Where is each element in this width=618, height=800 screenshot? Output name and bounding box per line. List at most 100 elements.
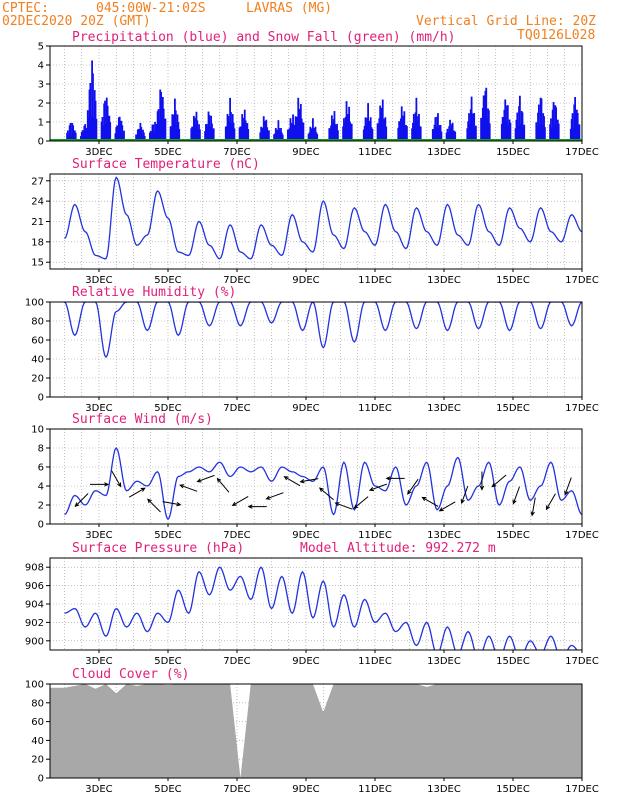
- x-tick-label: 9DEC: [292, 147, 319, 158]
- x-tick-label: 7DEC: [223, 530, 250, 541]
- wind-arrow: [564, 477, 572, 496]
- precip-bar: [571, 113, 574, 141]
- y-tick-label: 0: [38, 520, 44, 531]
- precip-bar: [268, 130, 270, 141]
- pressure-series-line: [64, 566, 578, 650]
- x-tick-label: 17DEC: [565, 147, 599, 158]
- y-tick-label: 27: [31, 176, 44, 187]
- y-tick-label: 60: [31, 717, 44, 728]
- wind-arrow: [318, 487, 334, 501]
- y-tick-label: 908: [25, 563, 44, 574]
- header-model: TQ0126L028: [517, 28, 595, 43]
- precip-bar: [506, 105, 509, 141]
- wind-arrow: [216, 477, 230, 493]
- precip-bar: [552, 102, 555, 141]
- wind-arrow: [334, 502, 353, 510]
- precip-bar: [415, 97, 418, 141]
- y-tick-label: 40: [31, 355, 44, 366]
- temperature-panel: 15 18 21 24 27 3DEC 5DEC 7DEC 9DEC 11DEC 13DEC 15DE…: [31, 173, 599, 286]
- wind-arrow: [128, 487, 146, 498]
- wind-arrow: [530, 497, 536, 517]
- cloud-title: Cloud Cover (%): [72, 667, 189, 682]
- wind-arrow: [421, 496, 439, 507]
- panel-frame: [49, 683, 583, 779]
- precip-bar: [574, 97, 576, 141]
- x-tick-label: 3DEC: [85, 275, 112, 286]
- x-tick-label: 5DEC: [154, 147, 181, 158]
- humidity-series-line: [64, 302, 582, 359]
- wind-arrow: [368, 483, 388, 492]
- x-tick-label: 7DEC: [223, 275, 250, 286]
- precip-bar: [123, 130, 125, 141]
- header-run: 02DEC2020 20Z (GMT): [2, 14, 151, 29]
- wind-arrow: [479, 471, 485, 491]
- x-tick-label: 9DEC: [292, 403, 319, 414]
- x-tick-label: 11DEC: [358, 784, 392, 795]
- x-tick-label: 9DEC: [292, 784, 319, 795]
- header-source: CPTEC:: [2, 1, 49, 16]
- wind-arrow: [265, 492, 284, 500]
- precip-bar: [106, 105, 109, 141]
- x-tick-label: 11DEC: [358, 275, 392, 286]
- precip-title: Precipitation (blue) and Snow Fall (gree…: [72, 30, 456, 45]
- x-tick-label: 5DEC: [154, 784, 181, 795]
- wind-panel: 0 2 4 6 8 10 3DEC 5DEC 7DEC 9DEC 11DEC 13DEC 15DEC 17…: [31, 425, 599, 542]
- y-tick-label: 1: [38, 118, 44, 129]
- precip-bar: [437, 113, 439, 141]
- precip-bar: [470, 96, 473, 141]
- x-tick-label: 17DEC: [565, 656, 599, 667]
- precip-bar: [199, 129, 201, 141]
- precip-bar: [555, 107, 558, 141]
- y-tick-label: 2: [38, 99, 44, 110]
- wind-arrow: [491, 474, 507, 488]
- precip-bar: [509, 122, 512, 141]
- wind-arrow: [283, 476, 301, 487]
- precip-bar: [454, 131, 457, 141]
- precip-bar: [485, 87, 488, 141]
- wind-arrow: [438, 501, 456, 512]
- x-tick-label: 3DEC: [85, 530, 112, 541]
- wind-arrow: [353, 496, 369, 509]
- precip-bar: [385, 126, 388, 141]
- precip-bar: [233, 128, 236, 141]
- y-tick-label: 21: [31, 217, 44, 228]
- precip-bar: [92, 73, 94, 141]
- y-tick-label: 18: [31, 237, 44, 248]
- x-tick-label: 9DEC: [292, 530, 319, 541]
- humidity-panel: 0 20 40 60 80 100 3DEC 5DEC 7DEC 9DEC 11DEC 13DEC 15…: [25, 298, 599, 415]
- x-tick-label: 9DEC: [292, 656, 319, 667]
- x-tick-label: 7DEC: [223, 656, 250, 667]
- precip-bar: [557, 123, 560, 141]
- precip-bar: [488, 123, 491, 141]
- x-tick-label: 15DEC: [496, 147, 530, 158]
- wind-arrow: [545, 493, 556, 511]
- y-tick-label: 10: [31, 425, 44, 436]
- precip-bar: [164, 118, 167, 141]
- wind-arrow: [299, 478, 319, 484]
- y-tick-label: 0: [38, 137, 44, 148]
- precip-bar: [160, 92, 162, 141]
- x-tick-label: 7DEC: [223, 784, 250, 795]
- x-tick-label: 3DEC: [85, 403, 112, 414]
- y-tick-label: 60: [31, 336, 44, 347]
- precip-bar: [371, 128, 374, 141]
- panel-frame: [49, 173, 583, 270]
- pressure-panel: 900 902 904 906 908 3DEC 5DEC 7DEC 9DEC 11DEC 13DE…: [25, 557, 599, 667]
- precip-bar: [475, 125, 477, 141]
- y-tick-label: 6: [38, 463, 44, 474]
- x-tick-label: 15DEC: [496, 784, 530, 795]
- panel-frame: [49, 557, 583, 651]
- wind-arrow: [460, 485, 469, 505]
- precip-bar: [302, 122, 305, 141]
- precip-bar: [337, 130, 339, 141]
- wind-arrow: [147, 498, 161, 513]
- humidity-title: Relative Humidity (%): [72, 285, 236, 300]
- pressure-altitude: Model Altitude: 992.272 m: [300, 541, 496, 556]
- x-tick-label: 13DEC: [427, 275, 461, 286]
- panel-frame: [49, 45, 583, 142]
- y-tick-label: 24: [31, 197, 44, 208]
- x-tick-label: 17DEC: [565, 530, 599, 541]
- precip-bar: [140, 126, 143, 141]
- wind-title: Surface Wind (m/s): [72, 412, 213, 427]
- precip-bar: [84, 124, 87, 141]
